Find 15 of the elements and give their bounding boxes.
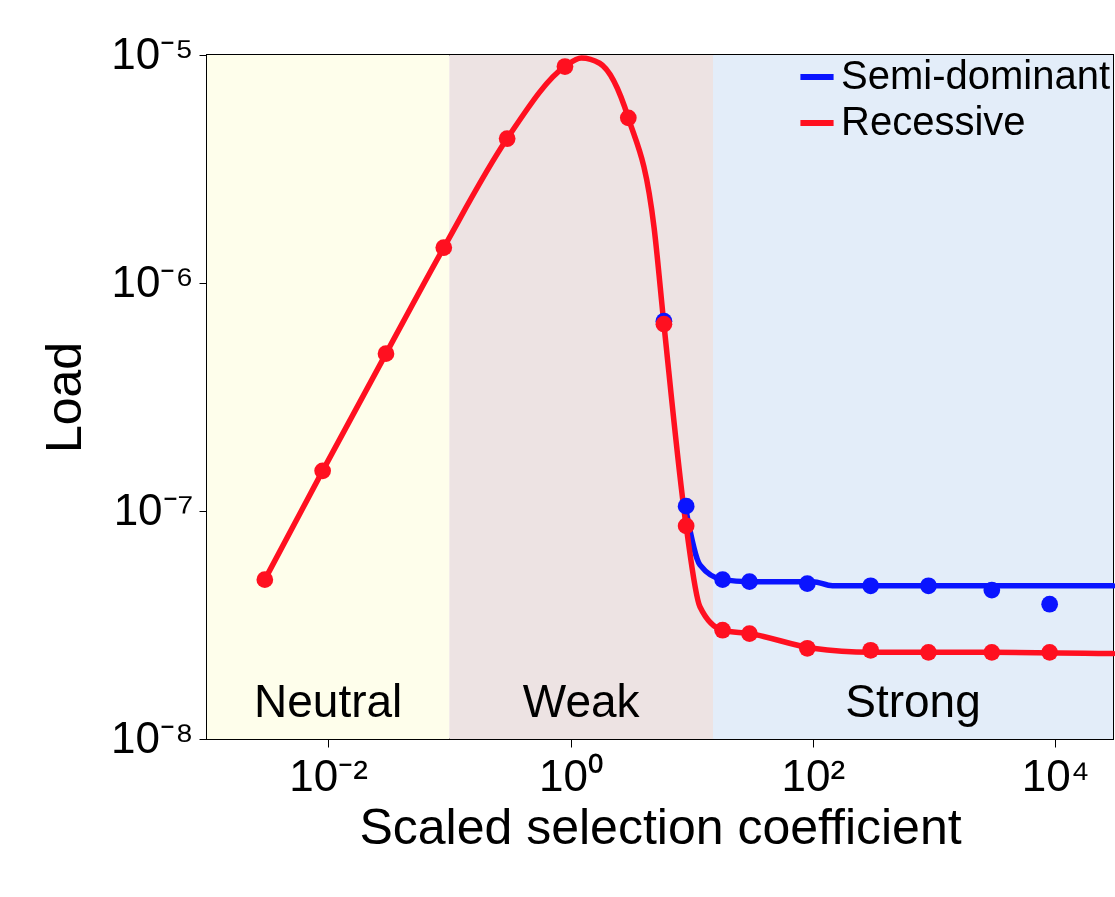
x-tick-label: 10² <box>781 750 846 800</box>
band-label: Weak <box>522 675 641 727</box>
y-tick-label: 10⁻⁵ <box>111 28 194 78</box>
x-tick-label: 10⁻² <box>289 750 368 800</box>
y-tick-label: 10⁻⁸ <box>110 712 194 762</box>
y-tick-label: 10⁻⁷ <box>113 484 194 534</box>
x-tick-label: 10⁰ <box>539 750 603 800</box>
legend-label: Semi-dominant <box>841 53 1111 97</box>
x-axis-title: Scaled selection coefficient <box>359 798 962 855</box>
y-axis-title: Load <box>36 341 92 454</box>
legend-label: Recessive <box>841 99 1026 143</box>
band-label: Strong <box>845 675 981 727</box>
y-tick-label: 10⁻⁶ <box>111 256 194 306</box>
band-label: Neutral <box>254 675 403 727</box>
x-tick-label: 10⁴ <box>1021 750 1090 800</box>
